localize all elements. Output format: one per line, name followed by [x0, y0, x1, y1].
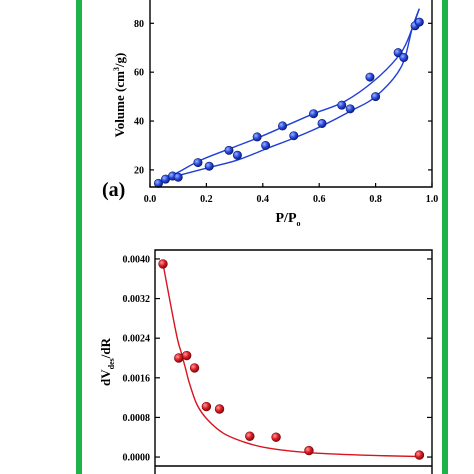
pore-distribution-point: [189, 363, 200, 373]
isotherm-x-ticks: 0.0 0.2 0.4 0.6 0.8 1.0: [144, 183, 439, 205]
pore-distribution-y-tick-label: 0.0032: [123, 294, 151, 305]
isotherm-y-tick-label: 80: [134, 19, 144, 30]
pore-distribution-y-tick-label: 0.0040: [123, 254, 151, 265]
isotherm-point: [204, 161, 214, 171]
pore-distribution-point: [158, 259, 168, 269]
pore-distribution-point: [304, 445, 314, 456]
pore-distribution-point: [271, 432, 281, 442]
pore-distribution-point: [181, 350, 192, 361]
isotherm-desorption-line: [158, 8, 420, 183]
isotherm-point: [399, 53, 409, 63]
pore-distribution-point: [214, 404, 225, 414]
isotherm-y-axis-title: Volume (cm3/g): [112, 53, 127, 138]
isotherm-x-tick-label: 0.0: [144, 194, 157, 205]
pore-distribution-data-points: [158, 259, 425, 460]
pore-distribution-point: [414, 450, 425, 460]
isotherm-data-points: [153, 17, 424, 188]
pore-distribution-line: [162, 263, 421, 458]
pore-distribution-point: [174, 353, 184, 363]
isotherm-point: [261, 140, 271, 150]
pore-distribution-y-axis-title: dVdes/dR: [98, 337, 116, 386]
isotherm-point: [224, 145, 234, 155]
isotherm-x-tick-label: 0.8: [369, 194, 382, 205]
pore-distribution-fit-line: [162, 263, 421, 458]
isotherm-point: [414, 17, 424, 27]
isotherm-point: [337, 100, 347, 110]
pore-distribution-point: [245, 431, 255, 441]
pore-distribution-y-tick-label: 0.0008: [123, 413, 151, 424]
isotherm-point: [345, 104, 355, 114]
panel-a-label: (a): [102, 179, 125, 201]
isotherm-x-tick-label: 0.6: [313, 194, 326, 205]
pore-distribution-y-ticks: 0.0000 0.0008 0.0016 0.0024 0.0032 0.0040: [123, 254, 432, 464]
pore-distribution-axis-frame: [154, 249, 433, 474]
frame-left-edge: [76, 0, 82, 474]
pore-distribution-panel: 0.0000 0.0008 0.0016 0.0024 0.0032 0.0040 dVd…: [98, 249, 433, 474]
isotherm-axis-frame: [149, 0, 433, 188]
isotherm-panel: 0.0 0.2 0.4 0.6 0.8 1.0 20 40 60 80 Volume (cm3/…: [102, 0, 438, 228]
frame-right-edge: [442, 0, 448, 474]
pore-distribution-y-tick-label: 0.0024: [123, 334, 151, 345]
isotherm-y-tick-label: 60: [134, 68, 144, 79]
isotherm-point: [252, 132, 262, 142]
isotherm-y-ticks: 20 40 60 80: [134, 19, 432, 176]
isotherm-point: [309, 109, 319, 119]
isotherm-x-tick-label: 0.2: [200, 194, 213, 205]
isotherm-x-tick-label: 1.0: [426, 194, 439, 205]
isotherm-x-axis-title: P/Po: [276, 211, 301, 228]
isotherm-point: [232, 150, 242, 160]
isotherm-point: [365, 72, 375, 82]
isotherm-y-tick-label: 40: [134, 117, 144, 128]
isotherm-point: [371, 92, 381, 102]
isotherm-point: [173, 172, 183, 182]
pore-distribution-point: [201, 401, 212, 412]
isotherm-point: [193, 158, 203, 168]
isotherm-point: [317, 118, 327, 128]
isotherm-point: [393, 48, 403, 58]
pore-distribution-y-tick-label: 0.0000: [123, 453, 151, 464]
isotherm-point: [289, 131, 299, 141]
isotherm-y-tick-label: 20: [134, 165, 144, 176]
isotherm-x-tick-label: 0.4: [257, 194, 270, 205]
isotherm-point: [278, 121, 288, 131]
pore-distribution-y-tick-label: 0.0016: [123, 373, 151, 384]
